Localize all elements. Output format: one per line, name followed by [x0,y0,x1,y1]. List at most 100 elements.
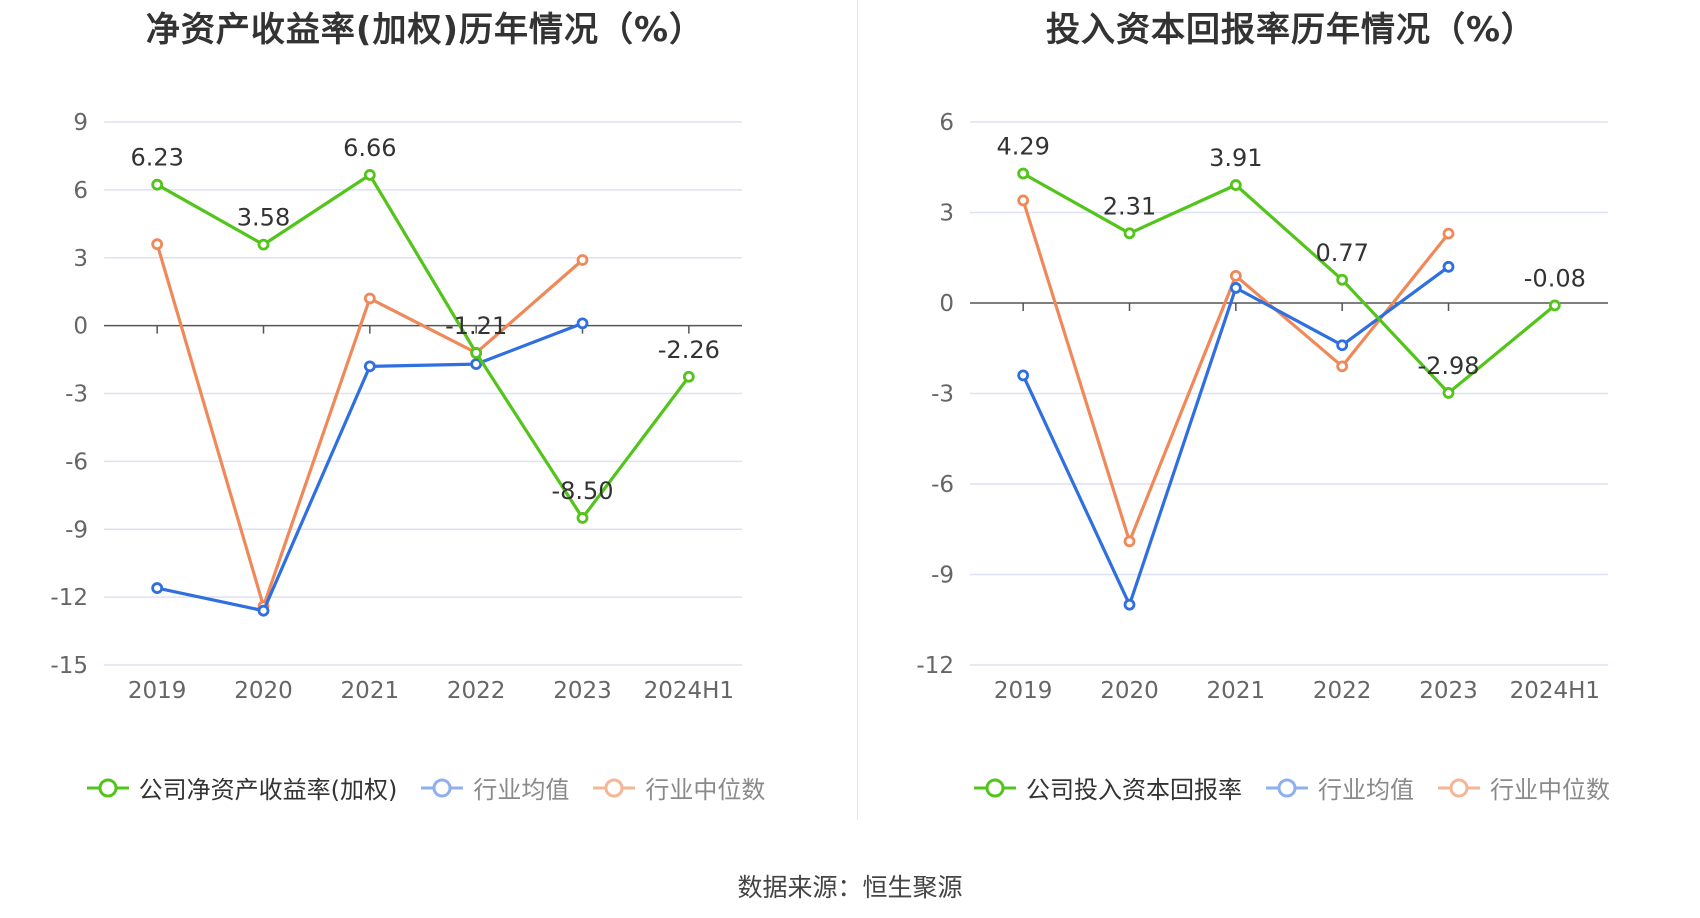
chart-legend: 公司投入资本回报率 行业均值 行业中位数 [866,770,1700,805]
y-tick-label: -9 [931,563,954,589]
data-label: -0.08 [1524,264,1586,292]
y-tick-label: 0 [73,314,88,340]
roic-chart-plot: 6 3 0 -3 -6 -9 -12 2019 2020 2021 2022 2023 2024H1 4.… [916,110,1608,704]
legend-item-industry-median[interactable]: 行业中位数 [1436,770,1610,805]
series-line [156,173,691,520]
series-line [1022,172,1556,395]
x-tick-label: 2020 [234,678,293,704]
y-tick-label: 6 [939,110,954,136]
data-point [1229,179,1242,191]
legend-line-marker-icon [1266,778,1308,797]
data-point [363,292,376,305]
x-tick-label: 2024H1 [644,678,734,704]
data-point [1442,260,1455,273]
data-point [257,604,270,617]
y-tick-label: -9 [65,517,88,543]
chart-title: 投入资本回报率历年情况（%） [1045,10,1537,50]
data-point [1017,369,1030,382]
y-tick-label: -12 [50,585,88,611]
y-tick-label: 0 [939,291,954,317]
legend-item-company[interactable]: 公司净资产收益率(加权) [85,770,398,805]
data-point [1336,360,1349,373]
x-tick-label: 2023 [553,678,612,704]
data-source-note: 数据来源：恒生聚源 [737,873,963,902]
data-label: -1.21 [445,312,507,340]
series-line [1021,199,1450,543]
data-label: 2.31 [1103,192,1156,220]
legend-item-company[interactable]: 公司投入资本回报率 [972,770,1242,805]
data-label: -8.50 [551,477,613,505]
data-point [576,254,589,266]
data-label: 3.91 [1209,144,1262,172]
x-tick-label: 2022 [1313,678,1372,704]
data-label: 6.66 [343,134,396,162]
data-point [576,512,589,524]
data-point [1017,194,1030,207]
data-point [1229,269,1242,282]
legend-item-industry-median[interactable]: 行业中位数 [591,770,765,805]
y-tick-label: 3 [73,246,88,272]
y-tick-label: 3 [939,201,954,227]
legend-label: 行业中位数 [1490,776,1610,804]
data-point [470,347,483,359]
chart-legend: 公司净资产收益率(加权) 行业均值 行业中位数 [0,770,850,805]
data-point [151,582,164,594]
y-tick-label: 9 [73,110,88,136]
x-tick-label: 2019 [994,678,1053,704]
legend-label: 行业中位数 [645,776,766,804]
data-label: 0.77 [1315,239,1368,267]
legend-label: 行业均值 [473,776,570,804]
legend-label: 公司投入资本回报率 [1026,776,1242,804]
y-tick-label: -6 [65,449,88,475]
data-label: 3.58 [237,204,290,232]
data-point [363,169,376,181]
data-point [151,238,164,251]
data-point [363,360,376,373]
data-point [1336,273,1349,286]
legend-item-industry-average[interactable]: 行业均值 [419,770,569,805]
roe-chart-panel: 净资产收益率(加权)历年情况（%） 9 6 3 0 -3 -6 -9 -12 -15 2019 20… [0,0,850,830]
data-point [1548,299,1561,312]
data-point [1123,227,1136,240]
legend-line-marker-icon [421,778,464,797]
data-label: 6.23 [130,144,183,172]
data-point [1123,535,1136,548]
x-tick-label: 2022 [447,678,506,704]
data-point [257,238,270,251]
chart-title: 净资产收益率(加权)历年情况（%） [145,10,705,50]
legend-line-marker-icon [86,778,129,797]
roic-chart-panel: 投入资本回报率历年情况（%） 6 3 0 -3 -6 -9 -12 2019 2020 2021 2… [866,0,1700,830]
data-point [1442,386,1455,399]
data-point [1229,282,1242,294]
data-point [682,370,695,383]
data-label: -2.98 [1417,352,1479,380]
legend-label: 行业均值 [1318,776,1414,804]
y-tick-label: 6 [73,178,88,204]
x-tick-label: 2019 [128,678,187,704]
legend-label: 公司净资产收益率(加权) [138,776,398,804]
y-tick-label: -15 [50,653,88,679]
x-tick-label: 2020 [1100,678,1159,704]
data-point [1123,598,1136,611]
y-tick-label: -3 [931,382,954,408]
legend-line-marker-icon [1438,778,1480,797]
y-tick-label: -12 [916,653,954,679]
data-point [1017,167,1030,180]
legend-item-industry-average[interactable]: 行业均值 [1264,770,1414,805]
data-point [1336,339,1349,352]
panel-divider [857,0,858,820]
y-tick-label: -6 [931,472,954,498]
data-label: -2.26 [658,336,720,364]
roe-chart-plot: 9 6 3 0 -3 -6 -9 -12 -15 2019 2020 2021 2022 2023 2024… [50,110,742,704]
series-line [1021,265,1450,607]
y-tick-label: -3 [65,382,88,408]
legend-line-marker-icon [974,778,1016,797]
x-tick-label: 2023 [1419,678,1478,704]
data-point [1442,227,1455,240]
data-point [151,178,164,191]
data-point [576,317,589,330]
x-tick-label: 2021 [341,678,400,704]
data-point [470,358,483,370]
legend-line-marker-icon [593,778,636,797]
data-label: 4.29 [996,133,1049,161]
